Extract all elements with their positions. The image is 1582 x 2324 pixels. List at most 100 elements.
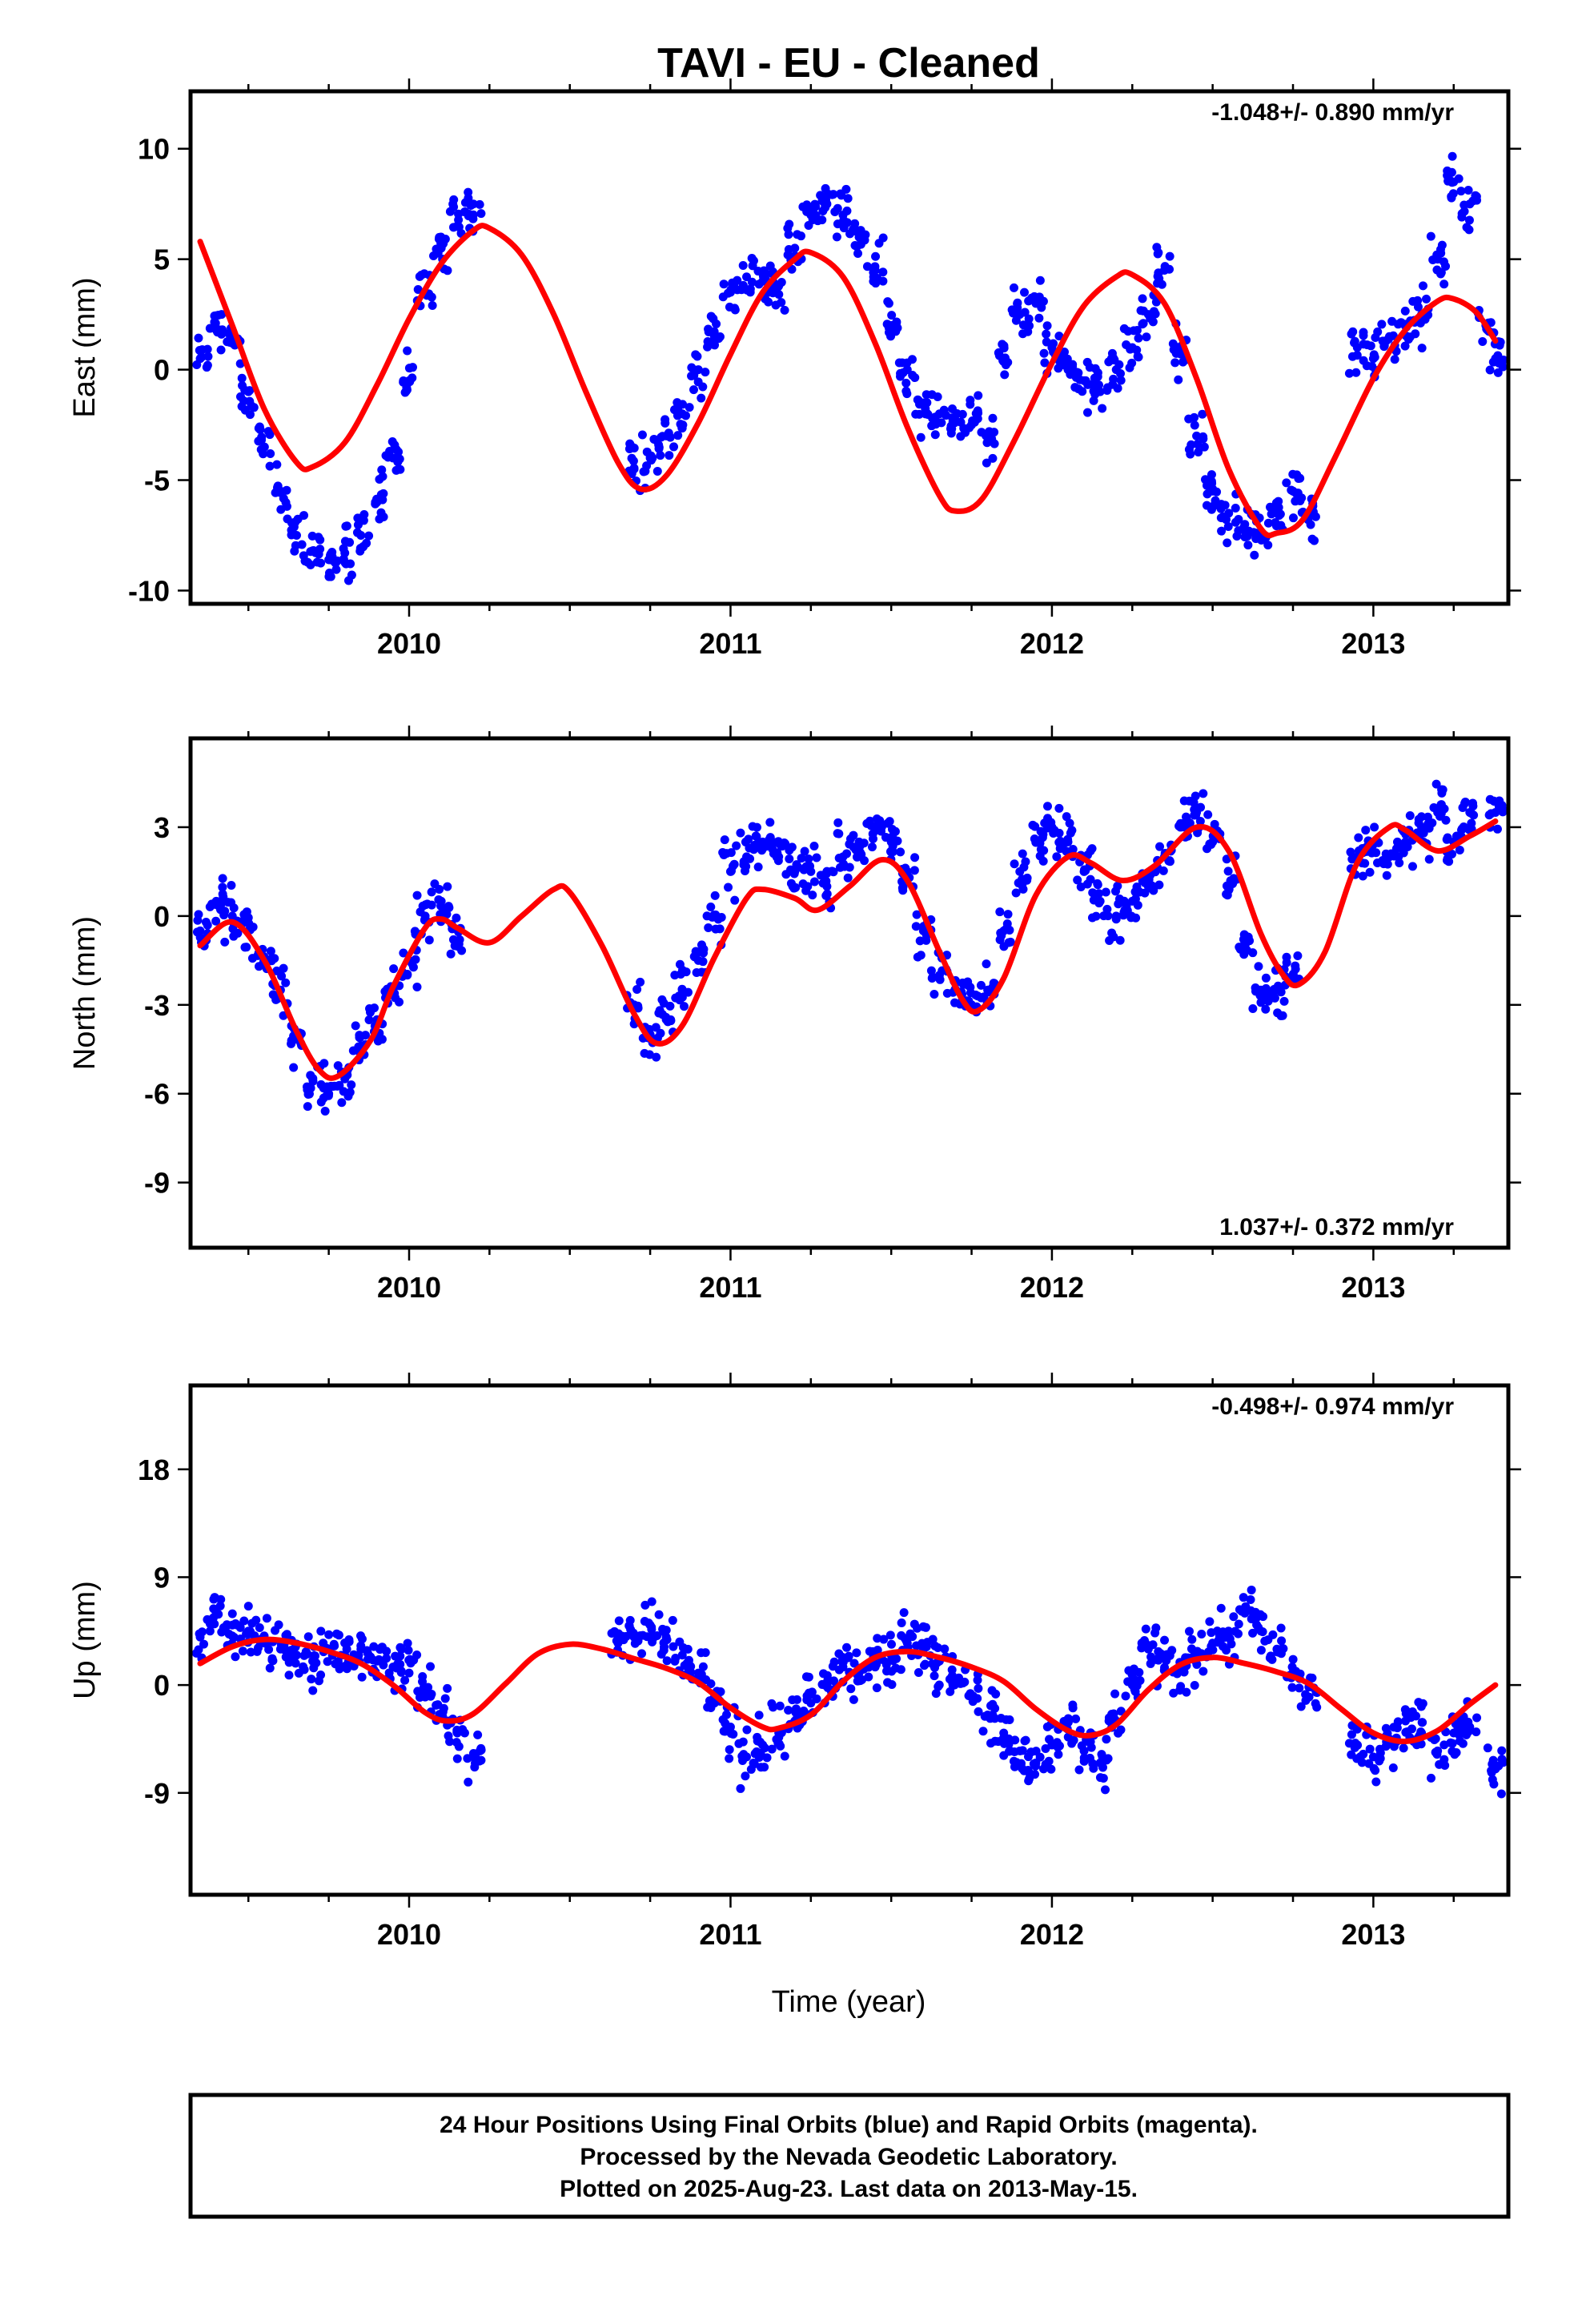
- east-observation-point: [303, 557, 312, 567]
- north-observation-point: [1273, 981, 1283, 991]
- north-observation-point: [1441, 815, 1451, 825]
- up-observation-point: [307, 1675, 316, 1684]
- up-observation-point: [883, 1678, 893, 1687]
- north-observation-point: [370, 1003, 379, 1013]
- north-observation-point: [651, 1023, 661, 1032]
- north-observation-point: [909, 866, 919, 875]
- north-observation-point: [1394, 852, 1403, 862]
- east-observation-point: [1422, 294, 1431, 304]
- up-observation-point: [311, 1651, 320, 1661]
- east-observation-point: [395, 454, 404, 464]
- east-observation-point: [817, 215, 827, 225]
- up-observation-point: [659, 1638, 669, 1647]
- east-observation-point: [1495, 340, 1504, 350]
- east-observation-point: [385, 447, 395, 456]
- up-observation-point: [319, 1638, 328, 1648]
- north-observation-point: [1003, 923, 1013, 933]
- east-observation-point: [642, 447, 652, 456]
- up-observation-point: [1207, 1628, 1216, 1638]
- north-observation-point: [1191, 791, 1200, 801]
- north-observation-point: [1185, 818, 1195, 828]
- east-observation-point: [689, 385, 698, 395]
- north-observation-point: [1011, 888, 1021, 898]
- east-observation-point: [1454, 174, 1464, 183]
- north-observation-point: [444, 903, 453, 913]
- up-observation-point: [662, 1656, 672, 1666]
- east-observation-point: [394, 447, 404, 456]
- east-observation-point: [1436, 248, 1446, 258]
- up-observation-point: [1071, 1714, 1081, 1723]
- north-observation-point: [1103, 911, 1113, 921]
- east-observation-point: [726, 285, 736, 295]
- north-observation-point: [710, 891, 720, 900]
- up-observation-point: [1041, 1744, 1050, 1754]
- north-observation-point: [1469, 810, 1479, 820]
- east-observation-point: [1234, 514, 1243, 524]
- north-observation-point: [1140, 888, 1150, 898]
- east-observation-point: [1251, 534, 1261, 544]
- east-observation-point: [931, 420, 941, 429]
- east-observation-point: [1151, 297, 1161, 307]
- east-observation-point: [887, 311, 897, 320]
- east-observation-point: [1020, 308, 1030, 317]
- north-observation-point: [218, 874, 227, 883]
- north-observation-point: [228, 924, 238, 934]
- north-observation-point: [1497, 801, 1507, 810]
- east-observation-point: [1149, 307, 1158, 316]
- east-observation-point: [901, 386, 911, 396]
- east-observation-point: [1366, 341, 1375, 351]
- east-observation-point: [693, 352, 702, 361]
- up-observation-point: [654, 1610, 664, 1619]
- north-observation-point: [1126, 913, 1136, 923]
- north-observation-point: [1346, 847, 1355, 857]
- up-observation-point: [614, 1616, 624, 1626]
- east-observation-point: [809, 204, 818, 214]
- north-observation-point: [1442, 855, 1452, 865]
- north-observation-point: [910, 853, 920, 862]
- east-observation-point: [1369, 350, 1379, 360]
- north-observation-point: [1361, 826, 1371, 835]
- east-observation-point: [1239, 523, 1248, 533]
- east-observation-point: [1294, 473, 1303, 483]
- east-observation-point: [1288, 513, 1298, 523]
- north-observation-point: [1407, 862, 1417, 871]
- east-observation-point: [1311, 512, 1320, 521]
- up-observation-point: [738, 1737, 748, 1747]
- north-observation-point: [843, 873, 853, 883]
- east-observation-point: [747, 277, 757, 287]
- east-observation-point: [408, 373, 417, 383]
- north-observation-point: [1240, 939, 1250, 948]
- east-observation-point: [882, 320, 892, 329]
- up-observation-point: [458, 1725, 468, 1735]
- north-observation-point: [1365, 867, 1375, 877]
- up-observation-point: [754, 1711, 764, 1720]
- north-observation-point: [1282, 958, 1291, 967]
- east-observation-point: [1037, 303, 1046, 312]
- up-observation-point: [1020, 1736, 1030, 1746]
- up-observation-point: [1472, 1713, 1482, 1723]
- up-observation-point: [721, 1727, 730, 1736]
- up-observation-point: [960, 1677, 970, 1687]
- up-observation-point: [1457, 1715, 1467, 1725]
- footer-box: 24 Hour Positions Using Final Orbits (bl…: [188, 2093, 1511, 2219]
- up-y-tick-label: 18: [138, 1454, 170, 1486]
- north-observation-point: [277, 971, 287, 981]
- up-observation-point: [1277, 1636, 1287, 1646]
- north-observation-point: [654, 1008, 664, 1018]
- east-observation-point: [476, 209, 486, 219]
- east-observation-point: [849, 224, 858, 234]
- up-y-tick-label: 9: [154, 1561, 170, 1594]
- east-observation-point: [331, 565, 341, 574]
- east-observation-point: [216, 345, 226, 355]
- up-observation-point: [1497, 1755, 1507, 1764]
- east-observation-point: [1464, 186, 1473, 195]
- up-observation-point: [1141, 1624, 1150, 1634]
- east-observation-point: [1457, 212, 1467, 222]
- north-observation-point: [1485, 794, 1495, 804]
- north-observation-point: [890, 826, 900, 836]
- up-observation-point: [908, 1632, 917, 1642]
- up-observation-point: [1052, 1738, 1062, 1747]
- east-observation-point: [408, 363, 417, 372]
- up-observation-point: [837, 1657, 847, 1667]
- east-observation-point: [1377, 320, 1387, 329]
